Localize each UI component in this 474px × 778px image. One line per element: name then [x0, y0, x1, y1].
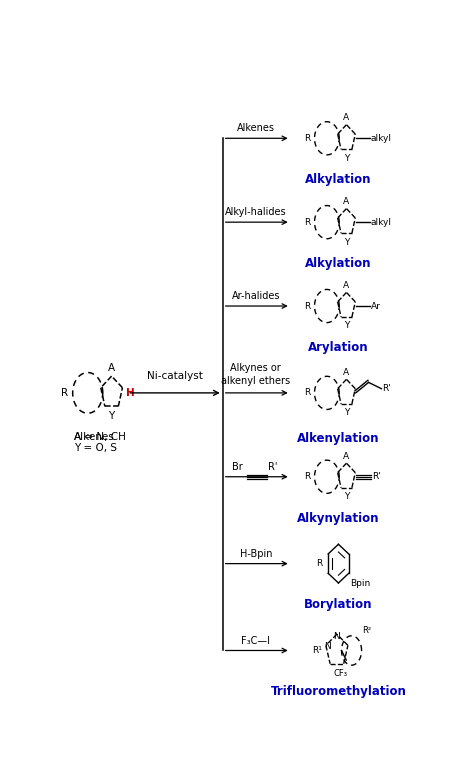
Text: Alkylation: Alkylation: [305, 173, 372, 186]
Text: Ar: Ar: [371, 302, 381, 310]
Text: Br: Br: [232, 462, 243, 472]
Text: A: A: [108, 363, 115, 373]
Text: Arylation: Arylation: [308, 341, 369, 354]
Text: Y: Y: [344, 154, 349, 163]
Text: N: N: [324, 642, 331, 650]
Text: F₃C—I: F₃C—I: [241, 636, 270, 646]
Text: Y: Y: [109, 412, 115, 422]
Text: R: R: [305, 388, 311, 398]
Text: Y: Y: [344, 321, 349, 331]
Text: N: N: [334, 633, 340, 641]
Text: Y: Y: [344, 237, 349, 247]
Text: R': R': [383, 384, 391, 393]
Text: Bpin: Bpin: [350, 580, 371, 588]
Text: R: R: [305, 472, 311, 482]
Text: R: R: [305, 218, 311, 226]
Text: R²: R²: [362, 626, 372, 635]
Text: Y: Y: [344, 492, 349, 501]
Text: alkyl: alkyl: [371, 134, 392, 143]
Text: A: A: [343, 281, 349, 290]
Text: R¹: R¹: [312, 646, 322, 655]
Text: A: A: [343, 452, 349, 461]
Text: R': R': [268, 462, 278, 472]
Text: H-Bpin: H-Bpin: [239, 548, 272, 559]
Text: Alkynylation: Alkynylation: [297, 511, 380, 524]
Text: Alkynes or
alkenyl ethers: Alkynes or alkenyl ethers: [221, 363, 291, 386]
Text: Alkenes: Alkenes: [237, 124, 275, 134]
Text: R: R: [305, 302, 311, 310]
Text: Y: Y: [344, 408, 349, 417]
Text: Alkylation: Alkylation: [305, 257, 372, 270]
Text: Trifluoromethylation: Trifluoromethylation: [271, 685, 406, 698]
Text: Alkenylation: Alkenylation: [297, 432, 380, 445]
Text: Ni-catalyst: Ni-catalyst: [147, 371, 203, 381]
Text: Ar-halides: Ar-halides: [231, 291, 280, 301]
Text: R: R: [316, 559, 322, 568]
Text: Alkyl-halides: Alkyl-halides: [225, 208, 287, 217]
Text: A = N, CH
Y = O, S: A = N, CH Y = O, S: [74, 432, 126, 454]
Text: alkyl: alkyl: [371, 218, 392, 226]
Text: R: R: [61, 388, 68, 398]
Text: A: A: [343, 114, 349, 122]
Text: R': R': [373, 472, 382, 482]
Text: R: R: [305, 134, 311, 143]
Text: CF₃: CF₃: [333, 669, 347, 678]
Text: Alkenes: Alkenes: [74, 432, 115, 442]
Text: A: A: [343, 197, 349, 206]
Text: Borylation: Borylation: [304, 598, 373, 612]
Text: A: A: [343, 368, 349, 377]
Text: H: H: [126, 388, 135, 398]
